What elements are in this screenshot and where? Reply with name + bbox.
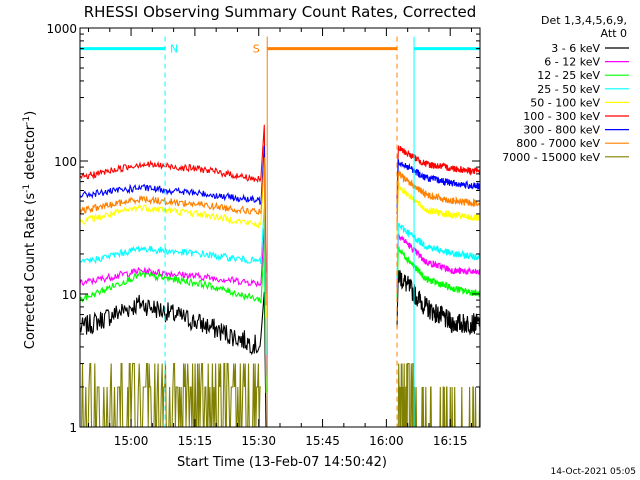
series-segment [396,170,480,227]
series-line [80,228,480,377]
series-segment [80,228,267,377]
series-segment [80,124,267,273]
series-segment [80,145,267,295]
footer-date: 14-Oct-2021 05:05 [551,467,636,477]
y-tick-label: 1000 [46,22,77,36]
legend-entry-label: 50 - 100 keV [530,96,600,109]
legend-entry-label: 6 - 12 keV [544,56,600,69]
flag-annotation [413,36,481,427]
flag-annotation: S [253,36,398,427]
x-tick-label: 15:15 [178,434,213,448]
x-tick-label: 15:30 [241,434,276,448]
y-axis: 1 10 100 1000 [46,22,480,435]
x-tick-label: 15:45 [305,434,340,448]
series-segment [396,223,480,279]
series-segment [396,182,480,239]
series-line [80,157,480,306]
legend-entry-label: 7000 - 15000 keV [502,151,600,164]
y-tick-label: 1 [69,421,77,435]
series-segment [396,159,480,214]
series-segment [396,145,480,202]
series-segment [80,206,267,355]
legend-entry-label: 3 - 6 keV [551,42,600,55]
x-tick-label: 16:00 [369,434,404,448]
series-segment [80,169,267,319]
legend-entry-label: 12 - 25 keV [537,69,600,82]
y-axis-label: Corrected Count Rate (s-1 detector-1) [22,111,38,349]
series-segment [396,270,480,336]
series-line [80,270,480,427]
series-segment [80,291,267,427]
y-tick-label: 100 [54,155,77,169]
series-segment [396,245,480,302]
flag-annotation: N [80,36,178,427]
series-line [80,169,480,319]
series-segment [80,244,267,394]
legend-entry-label: 800 - 7000 keV [516,137,600,150]
series-line [80,206,480,355]
series-line [80,244,480,394]
series-segment [80,157,267,306]
chart-title: RHESSI Observing Summary Count Rates, Co… [84,3,477,21]
plot-frame [79,27,481,428]
legend-header-2: Att 0 [601,27,627,40]
series-segment [397,362,480,427]
legend-entry-label: 300 - 800 keV [523,124,600,137]
flag-label: N [170,43,178,56]
x-tick-label: 15:00 [114,434,149,448]
x-tick-label: 16:15 [433,434,468,448]
series-line [80,362,480,427]
legend-entry-label: 100 - 300 keV [523,110,600,123]
series-line [80,124,480,273]
series-line [80,145,480,295]
series-segment [80,362,261,427]
x-axis: 15:00 15:15 15:30 15:45 16:00 16:15 [88,28,472,448]
series-segment [396,233,480,288]
legend-entry-label: 25 - 50 keV [537,83,600,96]
y-tick-label: 10 [62,288,77,302]
x-axis-label: Start Time (13-Feb-07 14:50:42) [177,455,387,470]
flag-label: S [253,43,260,56]
legend-header-1: Det 1,3,4,5,6,9, [541,14,627,27]
